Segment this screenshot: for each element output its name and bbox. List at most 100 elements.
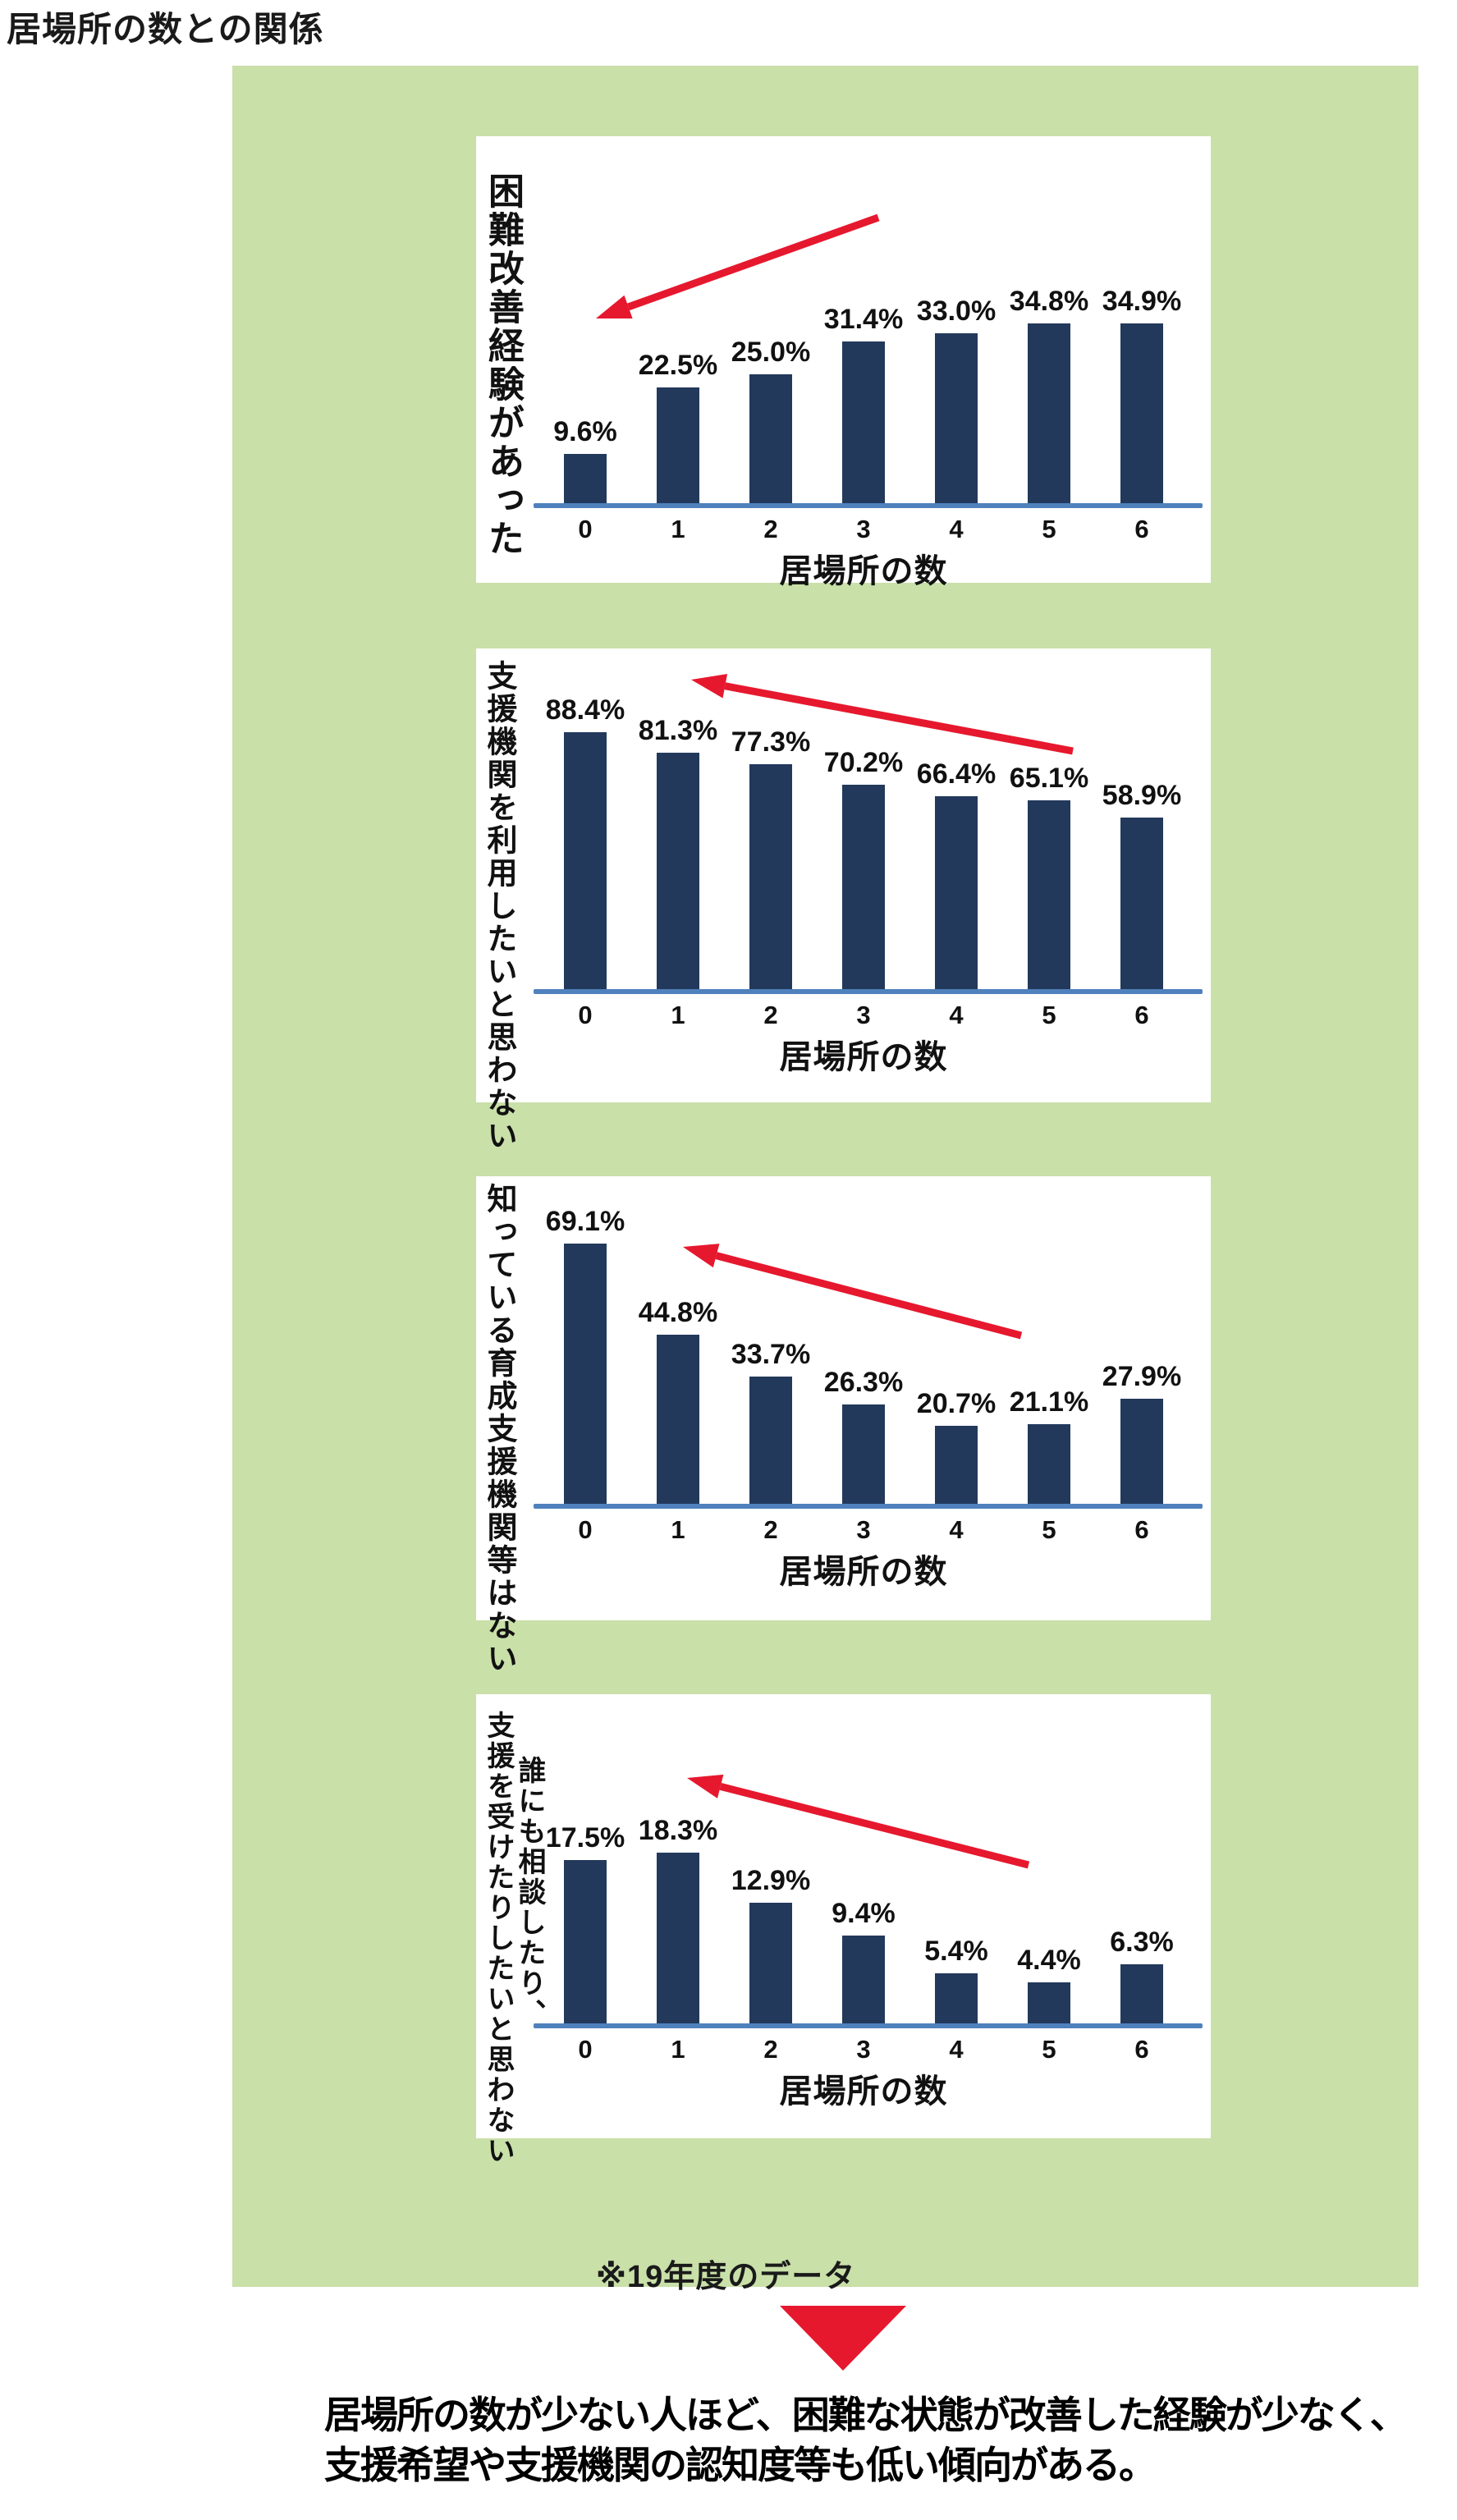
bar-x1 [657,1335,699,1504]
value-label: 66.4% [916,758,997,790]
x-tick-label: 0 [578,1515,593,1544]
bar-x4 [935,333,978,503]
value-label: 22.5% [638,350,718,381]
value-label: 9.4% [832,1898,896,1929]
x-axis-title: 居場所の数 [779,1039,948,1075]
bar-x1 [657,1853,699,2023]
bar-x0 [564,732,607,989]
chart-card-no-wish-support-org: 支援機関を利用したいと思わない 88.4% 0 81.3% 1 77.3% 2 70.2% 3 6… [476,648,1211,1152]
x-tick-label: 5 [1042,1001,1056,1029]
value-label: 44.8% [638,1297,718,1328]
value-label: 20.7% [916,1388,997,1419]
x-tick-label: 5 [1042,2035,1056,2064]
y-axis-label: 知っている育成支援機関等はない [483,1183,516,1675]
bar-x3 [842,1404,885,1504]
x-tick-label: 4 [949,2035,964,2064]
x-tick-label: 2 [763,2035,778,2064]
x-tick-label: 0 [578,515,593,543]
x-tick-label: 2 [763,515,778,543]
value-label: 58.9% [1102,780,1182,811]
down-arrow-icon [780,2306,906,2371]
y-axis-label-line: 支援機関を利用したいと思わない [483,660,516,1152]
x-tick-label: 3 [856,515,871,543]
x-tick-label: 2 [763,1001,778,1029]
y-axis-label: 誰にも相談したり、 支援を受けたりしたいと思わない [483,1711,545,2166]
conclusion-line-2: 支援希望や支援機関の認知度等も低い傾向がある。 [324,2444,1157,2486]
bar-x5 [1028,1982,1070,2023]
x-tick-label: 1 [671,2035,685,2064]
bar-x2 [749,1903,792,2023]
value-label: 34.8% [1009,286,1089,317]
x-tick-label: 5 [1042,1515,1056,1544]
x-axis-baseline [534,503,1203,508]
x-axis-baseline [534,2023,1203,2028]
value-label: 33.7% [731,1339,811,1370]
bar-x2 [749,1377,792,1504]
x-axis-title: 居場所の数 [779,553,948,589]
x-tick-label: 0 [578,1001,593,1029]
value-label: 26.3% [823,1367,904,1398]
x-axis-title: 居場所の数 [779,2073,948,2110]
page-title: 居場所の数との関係 [7,10,324,48]
value-label: 21.1% [1009,1386,1089,1418]
x-tick-label: 4 [949,515,964,543]
conclusion-line-1: 居場所の数が少ない人ほど、困難な状態が改善した経験が少なく、 [324,2394,1408,2436]
bar-x6 [1120,818,1163,989]
bar-x0 [564,454,607,503]
x-axis-title: 居場所の数 [779,1554,948,1590]
bar-x5 [1028,800,1070,989]
value-label: 88.4% [545,694,625,726]
x-tick-label: 1 [671,1001,685,1029]
x-tick-label: 6 [1134,1001,1149,1029]
x-tick-label: 5 [1042,515,1056,543]
bar-x5 [1028,1424,1070,1504]
y-axis-label: 困難改善経験があった [483,172,523,558]
x-tick-label: 3 [856,2035,871,2064]
bar-x2 [749,374,792,503]
bar-x2 [749,764,792,989]
x-tick-label: 4 [949,1515,964,1544]
chart-card-improvement-experience: 困難改善経験があった 9.6% 0 22.5% 1 25.0% 2 31.4% 3 33.0% 4 3… [476,136,1211,589]
x-tick-label: 0 [578,2035,593,2064]
bar-x4 [935,1426,978,1504]
x-tick-label: 6 [1134,2035,1149,2064]
chart-card-no-wish-consult: 誰にも相談したり、 支援を受けたりしたいと思わない 17.5% 0 18.3% 1 12.9… [476,1694,1211,2166]
bar-x6 [1120,323,1163,503]
value-label: 69.1% [545,1206,625,1237]
x-axis-baseline [534,989,1203,994]
bar-x1 [657,753,699,989]
chart-card-no-known-support-org: 知っている育成支援機関等はない 69.1% 0 44.8% 1 33.7% 2 26.3% 3 2… [476,1176,1211,1675]
x-tick-label: 6 [1134,1515,1149,1544]
x-tick-label: 6 [1134,515,1149,543]
x-tick-label: 1 [671,515,685,543]
value-label: 9.6% [553,416,617,447]
value-label: 81.3% [638,715,718,746]
bar-x5 [1028,323,1070,503]
bar-x4 [935,796,978,989]
bar-x3 [842,1936,885,2023]
conclusion-text: 居場所の数が少ない人ほど、困難な状態が改善した経験が少なく、 支援希望や支援機関… [324,2390,1441,2490]
y-axis-label-line: 支援を受けたりしたいと思わない [483,1711,514,2166]
bar-x6 [1120,1399,1163,1504]
value-label: 34.9% [1102,286,1182,317]
y-axis-label-line: 困難改善経験があった [483,172,523,558]
green-background-panel: 困難改善経験があった 9.6% 0 22.5% 1 25.0% 2 31.4% 3 33.0% 4 3… [232,66,1418,2294]
data-year-note: ※19年度のデータ [596,2260,856,2294]
value-label: 17.5% [545,1822,625,1853]
bar-x4 [935,1973,978,2023]
x-tick-label: 3 [856,1515,871,1544]
x-axis-baseline [534,1504,1203,1509]
value-label: 27.9% [1102,1361,1182,1392]
value-label: 6.3% [1110,1927,1174,1958]
value-label: 33.0% [916,296,997,327]
bar-x0 [564,1244,607,1504]
x-tick-label: 1 [671,1515,685,1544]
bar-x3 [842,341,885,503]
y-axis-label-line: 誰にも相談したり、 [514,1756,545,2029]
x-tick-label: 3 [856,1001,871,1029]
x-tick-label: 4 [949,1001,964,1029]
y-axis-label: 支援機関を利用したいと思わない [483,660,516,1152]
value-label: 12.9% [731,1865,811,1896]
value-label: 4.4% [1017,1945,1081,1976]
y-axis-label-line: 知っている育成支援機関等はない [483,1183,516,1675]
